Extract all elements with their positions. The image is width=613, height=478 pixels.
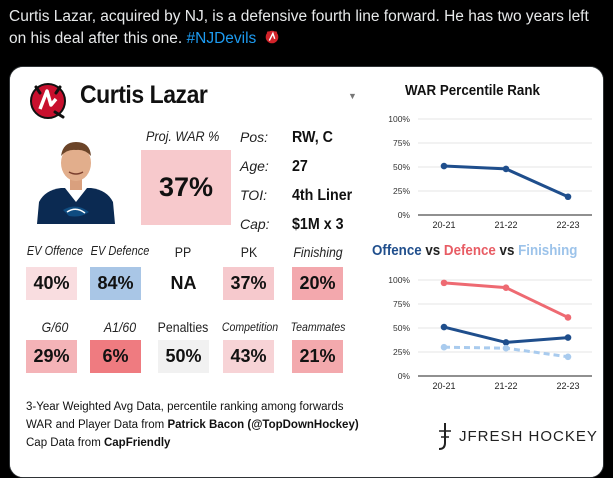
x-tick-label: 22-23 bbox=[556, 381, 579, 391]
title-defence: Defence bbox=[443, 243, 496, 259]
stat-value-g60: 29% bbox=[26, 340, 77, 373]
info-value: $1M x 3 bbox=[292, 216, 344, 233]
data-point-finishing bbox=[502, 344, 510, 352]
x-tick-label: 22-23 bbox=[556, 220, 579, 230]
stat-value-a160: 6% bbox=[90, 340, 141, 373]
stat-label-finishing: Finishing bbox=[293, 244, 343, 260]
player-card-image: Curtis Lazar ▼ Proj. WAR % 37% Pos: RW, … bbox=[10, 67, 603, 477]
player-name: Curtis Lazar bbox=[80, 81, 208, 109]
stat-value-penalties: 50% bbox=[158, 340, 209, 373]
y-tick-label: 0% bbox=[398, 371, 411, 381]
title-offence: Offence bbox=[372, 243, 422, 259]
stat-value-pk: 37% bbox=[223, 267, 274, 300]
x-tick-label: 20-21 bbox=[432, 220, 455, 230]
footnote-source-bold: Patrick Bacon (@TopDownHockey) bbox=[167, 419, 359, 431]
title-finishing: Finishing bbox=[518, 243, 578, 259]
data-point-defence bbox=[502, 284, 510, 291]
stat-label-g60: G/60 bbox=[41, 319, 69, 335]
data-point-finishing bbox=[440, 343, 448, 351]
data-point-war bbox=[502, 165, 510, 173]
proj-war-label: Proj. WAR % bbox=[146, 128, 220, 144]
x-tick-label: 21-22 bbox=[494, 381, 517, 391]
footnote-source-bold: CapFriendly bbox=[103, 437, 171, 449]
info-key: Age: bbox=[240, 158, 269, 174]
footnote-war-source: WAR and Player Data from Patrick Bacon (… bbox=[26, 419, 359, 431]
x-tick-label: 20-21 bbox=[432, 381, 455, 391]
title-vs: vs bbox=[495, 243, 519, 259]
y-tick-label: 75% bbox=[393, 299, 410, 309]
info-value: 27 bbox=[292, 158, 308, 175]
data-point-offence bbox=[502, 339, 510, 346]
data-point-finishing bbox=[564, 353, 572, 361]
stat-value-ev-offence: 40% bbox=[26, 267, 77, 300]
stat-label-penalties: Penalties bbox=[157, 319, 209, 335]
player-headshot bbox=[35, 132, 117, 224]
data-point-offence bbox=[564, 334, 572, 341]
data-point-war bbox=[440, 162, 448, 170]
info-value: 4th Liner bbox=[292, 187, 353, 204]
stat-label-competition: Competition bbox=[221, 320, 279, 334]
data-point-offence bbox=[440, 323, 448, 331]
devils-logo-icon bbox=[30, 83, 66, 119]
stat-label-a160: A1/60 bbox=[103, 319, 137, 335]
stat-value-pp: NA bbox=[158, 267, 209, 300]
info-key: TOI: bbox=[240, 187, 267, 203]
y-tick-label: 50% bbox=[393, 323, 410, 333]
brand-name: JFRESH HOCKEY bbox=[459, 427, 598, 445]
stat-label-teammates: Teammates bbox=[290, 320, 346, 334]
x-tick-label: 21-22 bbox=[494, 220, 517, 230]
y-tick-label: 25% bbox=[393, 347, 410, 357]
footnote-method: 3-Year Weighted Avg Data, percentile ran… bbox=[26, 401, 344, 413]
tweet-body: Curtis Lazar, acquired by NJ, is a defen… bbox=[9, 8, 589, 47]
offence-defence-finishing-chart: 100% 75% 50% 25% 0% 20-21 21-22 22-23 bbox=[388, 275, 592, 391]
y-tick-label: 75% bbox=[393, 138, 410, 148]
brand-logo: JFRESH HOCKEY bbox=[433, 421, 598, 451]
info-key: Pos: bbox=[240, 129, 269, 145]
stat-value-ev-defence: 84% bbox=[90, 267, 141, 300]
y-tick-label: 50% bbox=[393, 162, 410, 172]
proj-war-value: 37% bbox=[141, 150, 231, 225]
footnote-text: Cap Data from bbox=[26, 437, 104, 449]
devils-logo-icon bbox=[265, 30, 278, 44]
war-percentile-chart: 100% 75% 50% 25% 0% 20-21 21-22 22-23 bbox=[388, 114, 592, 230]
y-tick-label: 100% bbox=[388, 114, 410, 124]
chart1-title: WAR Percentile Rank bbox=[405, 83, 540, 99]
data-point-war bbox=[564, 193, 572, 201]
data-point-defence bbox=[564, 314, 572, 321]
y-tick-label: 25% bbox=[393, 186, 410, 196]
jfresh-logo-icon bbox=[438, 423, 451, 450]
stat-value-teammates: 21% bbox=[292, 340, 343, 373]
caret-down-icon: ▼ bbox=[348, 91, 357, 101]
y-tick-label: 100% bbox=[388, 275, 410, 285]
data-point-defence bbox=[440, 279, 448, 287]
info-value: RW, C bbox=[292, 129, 333, 146]
stat-value-finishing: 20% bbox=[292, 267, 343, 300]
media-card[interactable]: Curtis Lazar ▼ Proj. WAR % 37% Pos: RW, … bbox=[9, 66, 604, 478]
stat-label-pk: PK bbox=[240, 244, 258, 260]
chart2-title: Offence vs Defence vs Finishing bbox=[372, 243, 577, 259]
stat-label-ev-offence: EV Offence bbox=[26, 244, 84, 258]
info-key: Cap: bbox=[240, 216, 270, 232]
stat-label-pp: PP bbox=[174, 244, 192, 260]
title-vs: vs bbox=[421, 243, 444, 259]
footnote-cap-source: Cap Data from CapFriendly bbox=[26, 437, 170, 449]
y-tick-label: 0% bbox=[398, 210, 411, 220]
footnote-text: WAR and Player Data from bbox=[26, 419, 168, 431]
tweet-text: Curtis Lazar, acquired by NJ, is a defen… bbox=[9, 6, 609, 50]
stat-label-ev-defence: EV Defence bbox=[90, 244, 150, 258]
stat-value-competition: 43% bbox=[223, 340, 274, 373]
hashtag-link[interactable]: #NJDevils bbox=[186, 30, 257, 47]
